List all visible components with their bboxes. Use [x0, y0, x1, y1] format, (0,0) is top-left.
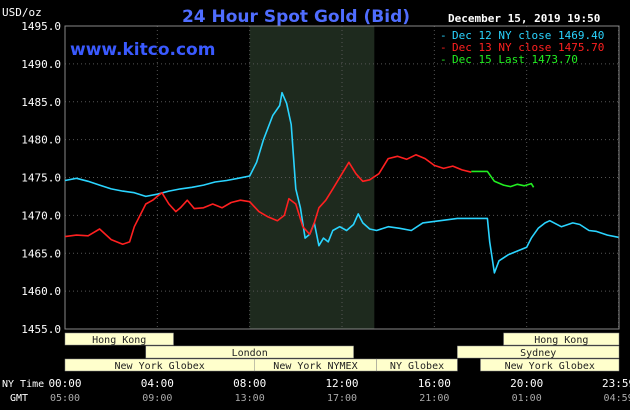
- session-label: New York Globex: [114, 361, 204, 372]
- series-line-1: [64, 91, 619, 274]
- legend-item-dec12: - Dec 12 NY close 1469.40: [440, 29, 604, 42]
- x-tick-label: 00:00: [48, 377, 81, 390]
- gmt-label: GMT: [10, 393, 28, 404]
- x-tick-label: 23:59: [602, 377, 630, 390]
- legend-label: Dec 12 NY close 1469.40: [452, 29, 604, 42]
- x-tick-gmt-label: 09:00: [142, 393, 172, 404]
- y-tick-label: 1485.0: [21, 96, 61, 109]
- legend-label: Dec 13 NY close 1475.70: [452, 41, 604, 54]
- legend-swatch: -: [440, 29, 447, 42]
- session-box: [376, 358, 458, 372]
- chart-datetime: December 15, 2019 19:50: [448, 12, 600, 25]
- legend-swatch: -: [440, 53, 447, 66]
- y-tick-label: 1455.0: [21, 323, 61, 336]
- x-tick-label: 04:00: [141, 377, 174, 390]
- x-tick-gmt-label: 01:00: [512, 393, 542, 404]
- x-tick-gmt-label: 04:59: [604, 393, 630, 404]
- session-box: [480, 358, 620, 372]
- legend-label: Dec 15 Last 1473.70: [452, 53, 578, 66]
- x-tick-label: 12:00: [325, 377, 358, 390]
- session-label: Hong Kong: [534, 335, 588, 346]
- x-tick-gmt-label: 21:00: [419, 393, 449, 404]
- series-line-2: [64, 154, 472, 245]
- units-label: USD/oz: [2, 6, 42, 19]
- y-tick-label: 1475.0: [21, 172, 61, 185]
- ny-time-label: NY Time: [2, 379, 44, 390]
- session-box: [503, 332, 620, 346]
- market-sessions: Hong Kong London New York Globex New York N…: [64, 332, 620, 372]
- session-label: New York Globex: [505, 361, 595, 372]
- y-tick-label: 1465.0: [21, 247, 61, 260]
- session-label: New York NYMEX: [273, 361, 357, 372]
- site-watermark: www.kitco.com: [70, 40, 215, 60]
- x-axis: 00:00 05:00 04:00 09:00 08:00 13:00 12:00 17:00…: [48, 377, 630, 404]
- chart-title: 24 Hour Spot Gold (Bid): [182, 7, 410, 27]
- legend-item-dec13: - Dec 13 NY close 1475.70: [440, 41, 604, 54]
- y-tick-label: 1490.0: [21, 58, 61, 71]
- session-box: [145, 345, 354, 359]
- legend-swatch: -: [440, 41, 447, 54]
- session-label: London: [232, 348, 268, 359]
- plot-border: [64, 25, 620, 330]
- y-tick-label: 1460.0: [21, 285, 61, 298]
- legend-item-dec15: - Dec 15 Last 1473.70: [440, 53, 578, 66]
- session-label: Sydney: [520, 348, 556, 359]
- y-tick-label: 1470.0: [21, 209, 61, 222]
- nymex-session-highlight: [249, 26, 375, 329]
- series-line-3: [471, 170, 535, 188]
- legend: - Dec 12 NY close 1469.40 - Dec 13 NY cl…: [440, 29, 604, 66]
- x-tick-label: 20:00: [510, 377, 543, 390]
- y-tick-label: 1495.0: [21, 20, 61, 33]
- y-tick-label: 1480.0: [21, 134, 61, 147]
- session-label: NY Globex: [390, 361, 444, 372]
- x-tick-label: 16:00: [418, 377, 451, 390]
- x-tick-gmt-label: 05:00: [50, 393, 80, 404]
- series-layer: [64, 91, 619, 274]
- x-tick-gmt-label: 13:00: [235, 393, 265, 404]
- session-label: Hong Kong: [92, 335, 146, 346]
- y-axis: 1455.0 1460.0 1465.0 1470.0 1475.0 1480.0 1485…: [21, 20, 61, 336]
- x-tick-gmt-label: 17:00: [327, 393, 357, 404]
- x-tick-label: 08:00: [233, 377, 266, 390]
- session-box: [457, 345, 620, 359]
- session-box: [64, 332, 174, 346]
